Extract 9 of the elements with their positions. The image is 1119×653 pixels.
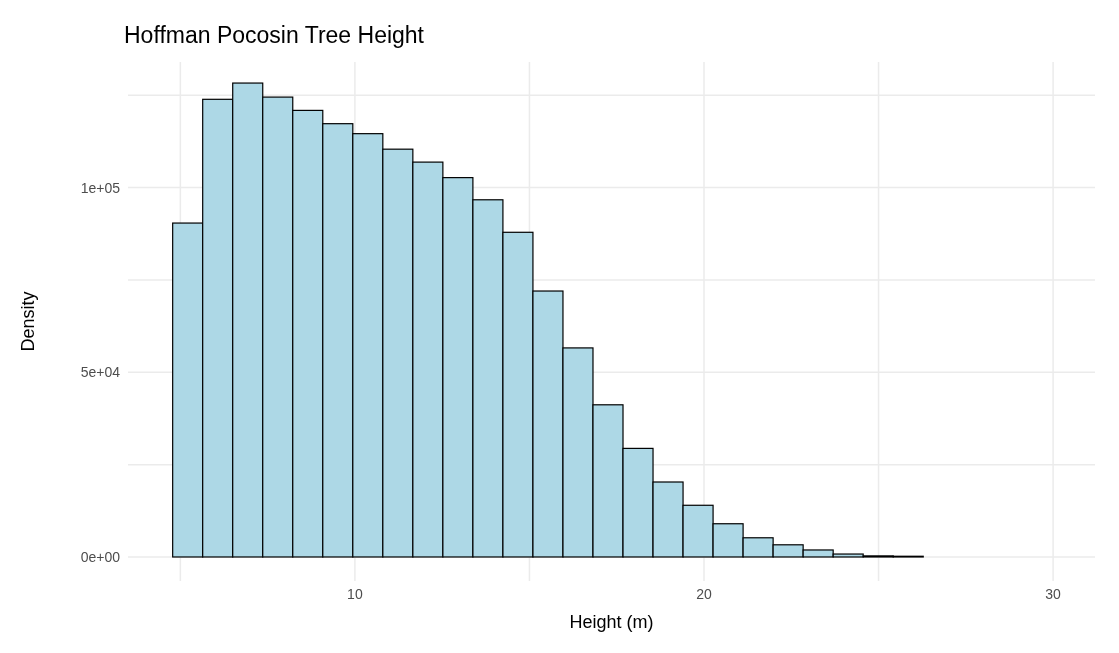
y-tick-label: 5e+04 xyxy=(80,364,121,381)
x-axis-title: Height (m) xyxy=(569,612,654,632)
y-tick-label: 0e+00 xyxy=(80,548,121,565)
y-tick-label: 1e+05 xyxy=(80,179,121,196)
y-axis-title: Density xyxy=(18,291,39,352)
x-tick-label: 20 xyxy=(696,585,713,602)
x-tick-label: 30 xyxy=(1045,585,1062,602)
chart-title: Hoffman Pocosin Tree Height xyxy=(124,22,425,49)
x-tick-label: 10 xyxy=(347,585,363,602)
